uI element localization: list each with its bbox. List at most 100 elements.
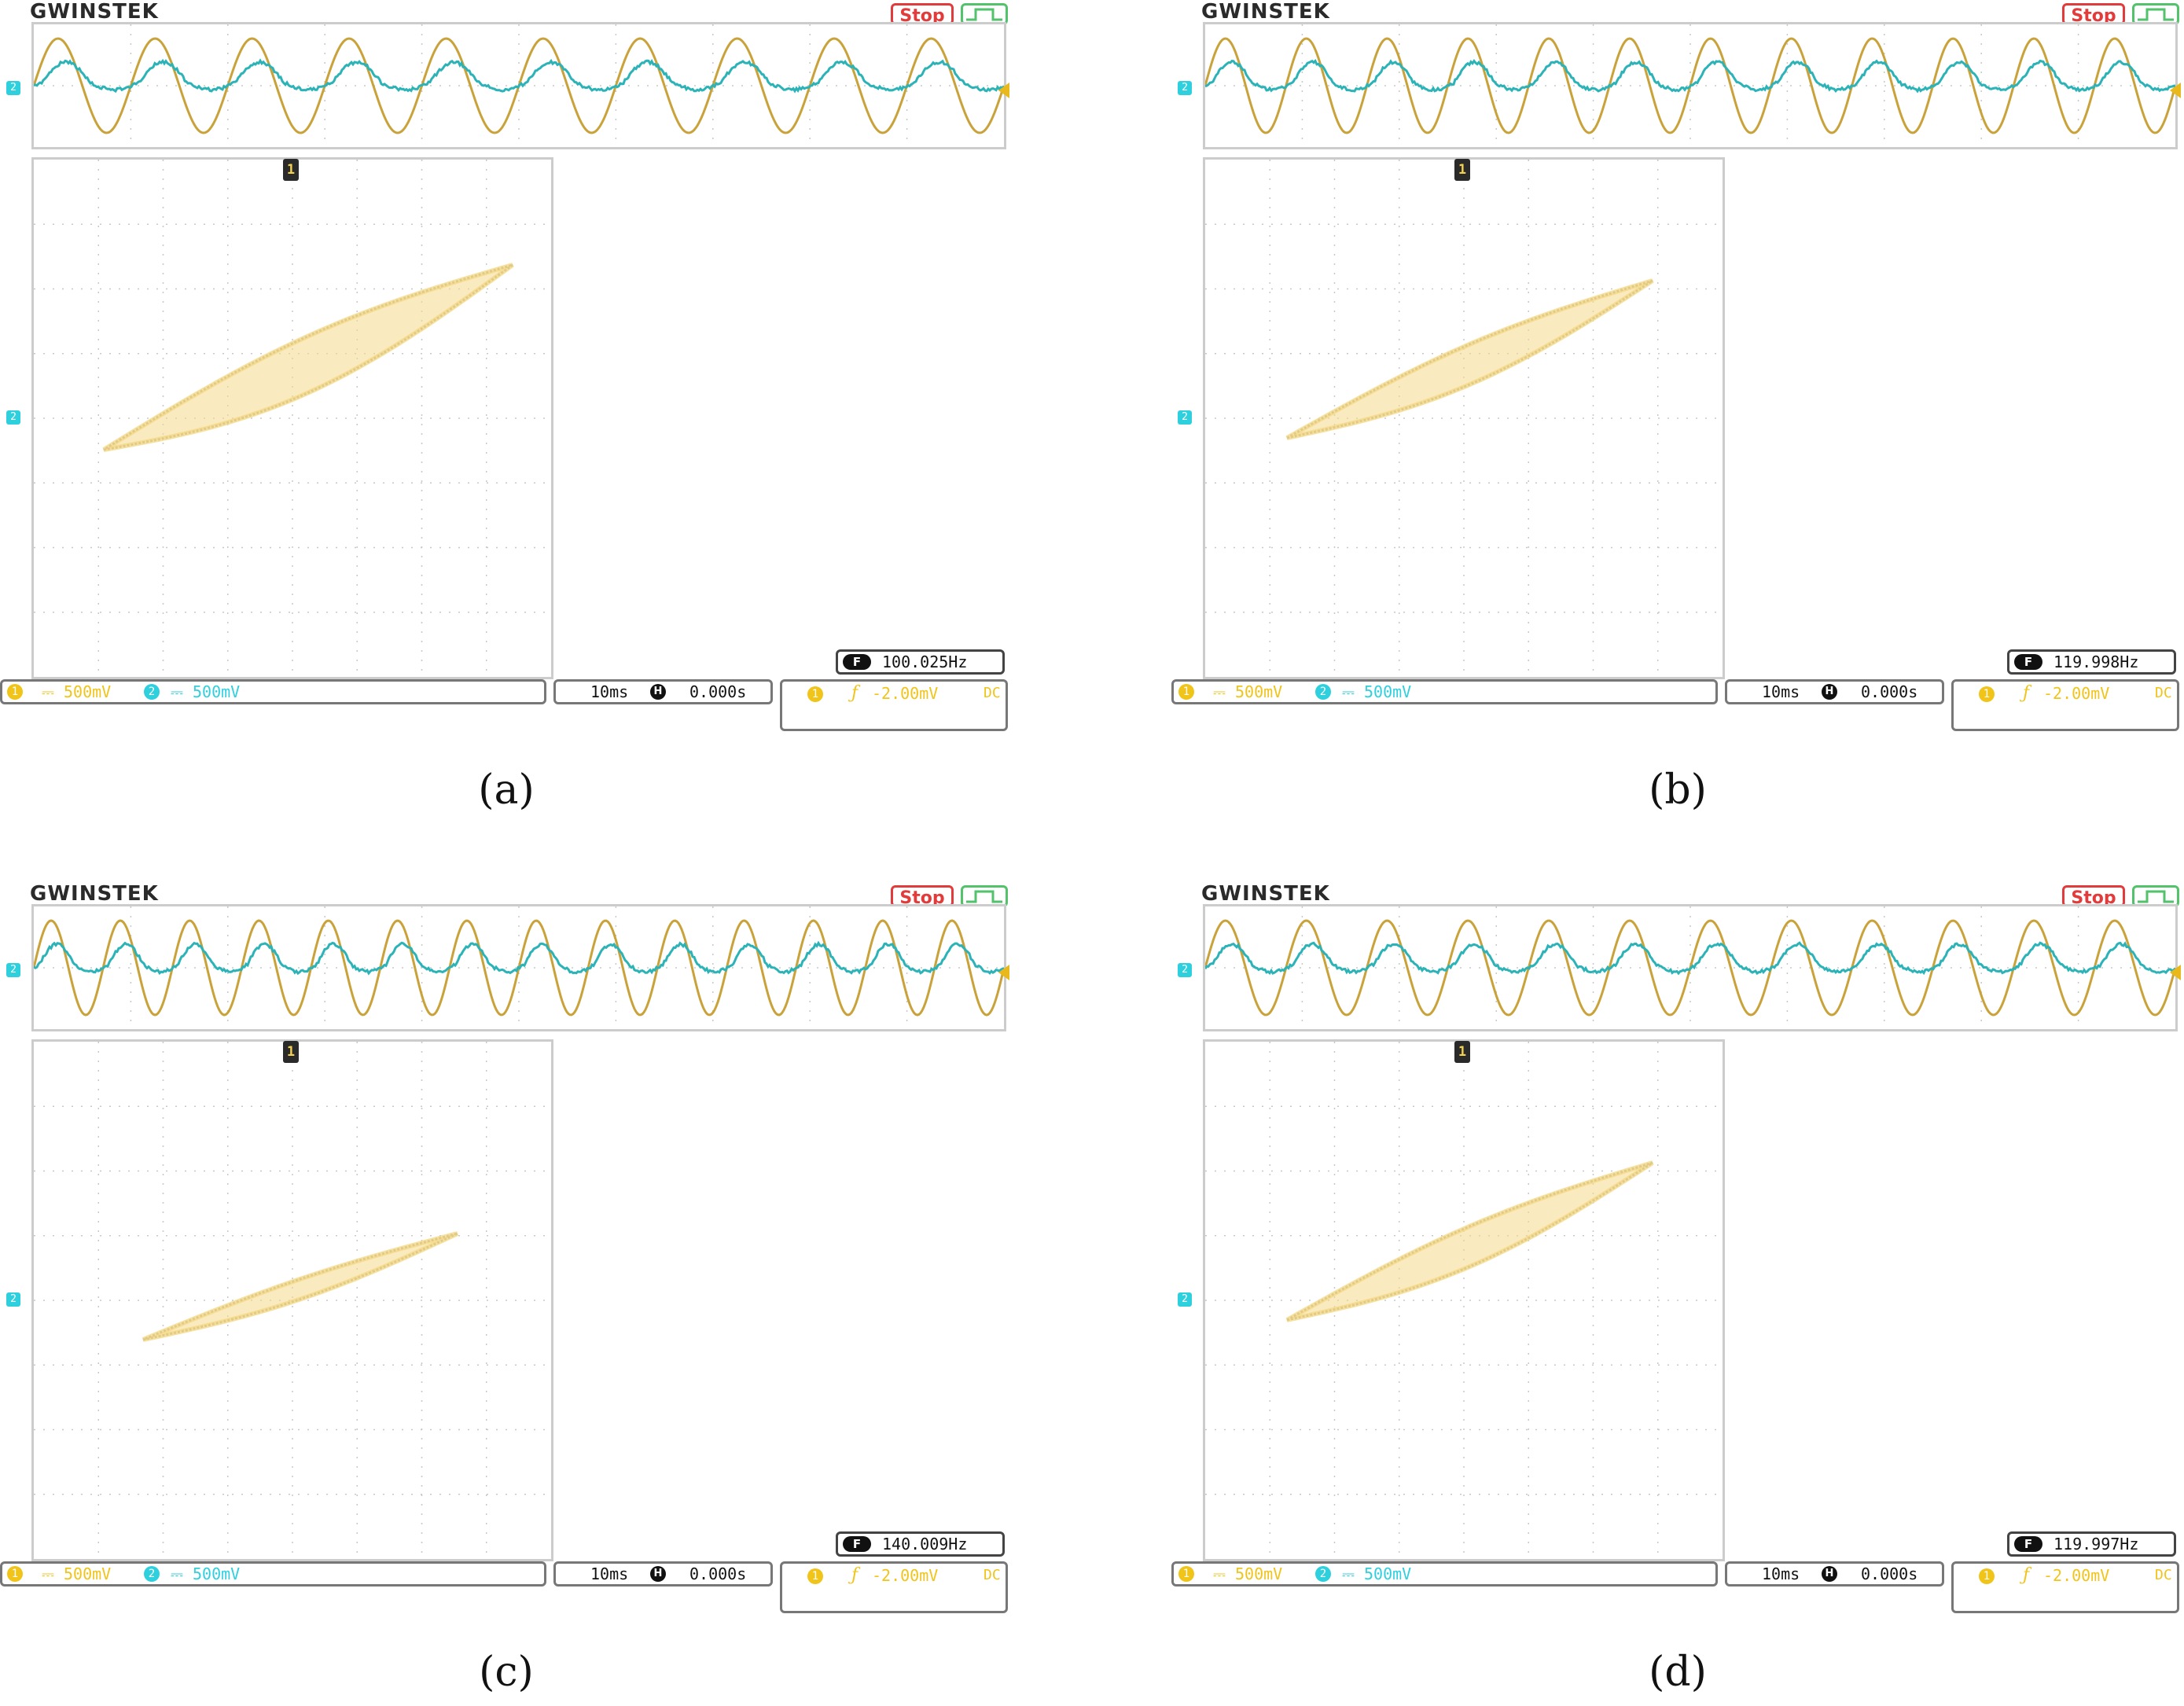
frequency-value: 119.997Hz xyxy=(2053,1534,2138,1554)
timebase-value: 10ms xyxy=(1762,1564,1800,1584)
horizontal-icon: H xyxy=(650,684,666,700)
timebase-value: 10ms xyxy=(1762,682,1800,702)
timebase-readout[interactable]: 10ms H 0.000s xyxy=(1725,679,1944,704)
brand-logo: GWINSTEK xyxy=(1201,0,1330,24)
timebase-readout[interactable]: 10ms H 0.000s xyxy=(553,1561,773,1587)
horizontal-icon: H xyxy=(1822,684,1837,700)
horizontal-position: 0.000s xyxy=(689,1564,746,1584)
frequency-readout: F 100.025Hz xyxy=(836,649,1005,675)
trigger-level-marker[interactable] xyxy=(998,965,1009,980)
ch1-icon: 1 xyxy=(7,1566,23,1582)
frequency-value: 100.025Hz xyxy=(882,652,967,672)
ch1-scale: ⎓ 500mV xyxy=(42,682,111,702)
timebase-readout[interactable]: 10ms H 0.000s xyxy=(1725,1561,1944,1587)
frequency-badge: F xyxy=(843,654,871,670)
xy-screen xyxy=(31,157,553,679)
ch2-icon: 2 xyxy=(1315,684,1331,700)
xy-lissajous-loop xyxy=(104,265,513,450)
xy-lissajous-loop xyxy=(143,1234,458,1340)
frequency-readout: F 119.997Hz xyxy=(2007,1531,2176,1557)
trigger-readout[interactable]: 1 ƒ -2.00mV DC xyxy=(1951,679,2179,731)
scope-panel-c: GWINSTEK Stop 2 1 2 F 140.009Hz 1 ⎓ 500mV 2… xyxy=(0,882,1014,1621)
xy-screen xyxy=(31,1039,553,1561)
horizontal-position: 0.000s xyxy=(1861,1564,1917,1584)
caption-d: (d) xyxy=(1599,1649,1756,1696)
ch2-ground-marker[interactable]: 2 xyxy=(1178,963,1192,977)
trigger-level: -2.00mV xyxy=(2043,683,2109,704)
brand-logo: GWINSTEK xyxy=(1201,882,1330,906)
trigger-level: -2.00mV xyxy=(872,683,938,704)
ch2-scale: ⎓ 500mV xyxy=(1342,1564,1411,1584)
trigger-readout[interactable]: 1 ƒ -2.00mV DC xyxy=(780,1561,1008,1613)
frequency-value: 140.009Hz xyxy=(882,1534,967,1554)
ch2-xy-marker[interactable]: 2 xyxy=(1178,1292,1192,1307)
ch1-icon: 1 xyxy=(1178,1566,1194,1582)
trigger-coupling: DC xyxy=(2155,1565,2172,1586)
horizontal-position: 0.000s xyxy=(689,682,746,702)
trigger-source-icon: 1 xyxy=(807,1568,823,1584)
xy-screen xyxy=(1203,157,1725,679)
ch2-ground-marker[interactable]: 2 xyxy=(6,81,20,95)
frequency-badge: F xyxy=(2014,1536,2042,1552)
ch1-ground-marker[interactable]: 1 xyxy=(1454,159,1470,181)
trigger-source-icon: 1 xyxy=(1979,686,1995,702)
trigger-level-marker[interactable] xyxy=(998,83,1009,98)
channel-scale-bar[interactable]: 1 ⎓ 500mV 2 ⎓ 500mV xyxy=(0,1561,546,1587)
ch1-scale: ⎓ 500mV xyxy=(1213,682,1282,702)
brand-logo: GWINSTEK xyxy=(30,882,159,906)
ch1-scale: ⎓ 500mV xyxy=(1213,1564,1282,1584)
trigger-coupling: DC xyxy=(984,683,1001,704)
caption-c: (c) xyxy=(428,1649,585,1696)
caption-a: (a) xyxy=(428,767,585,814)
time-domain-screen xyxy=(1203,904,2178,1031)
xy-lissajous-loop xyxy=(1287,281,1653,438)
ch1-icon: 1 xyxy=(7,684,23,700)
ch2-xy-marker[interactable]: 2 xyxy=(1178,410,1192,425)
ch2-ground-marker[interactable]: 2 xyxy=(1178,81,1192,95)
ch2-waveform xyxy=(1205,943,2175,973)
ch2-xy-marker[interactable]: 2 xyxy=(6,1292,20,1307)
trigger-slope-icon: ƒ xyxy=(2023,683,2029,704)
horizontal-icon: H xyxy=(650,1566,666,1582)
trigger-coupling: DC xyxy=(984,1565,1001,1586)
ch1-ground-marker[interactable]: 1 xyxy=(283,1041,299,1063)
trigger-slope-icon: ƒ xyxy=(851,1565,858,1586)
xy-screen xyxy=(1203,1039,1725,1561)
trigger-readout[interactable]: 1 ƒ -2.00mV DC xyxy=(780,679,1008,731)
trigger-level-marker[interactable] xyxy=(2170,965,2181,980)
frequency-value: 119.998Hz xyxy=(2053,652,2138,672)
ch2-icon: 2 xyxy=(144,1566,160,1582)
channel-scale-bar[interactable]: 1 ⎓ 500mV 2 ⎓ 500mV xyxy=(1171,679,1718,704)
ch2-scale: ⎓ 500mV xyxy=(171,1564,240,1584)
trigger-slope-icon: ƒ xyxy=(851,683,858,704)
ch1-ground-marker[interactable]: 1 xyxy=(283,159,299,181)
frequency-badge: F xyxy=(2014,654,2042,670)
scope-panel-a: GWINSTEK Stop 2 1 2 F 100.025Hz 1 ⎓ 500mV 2… xyxy=(0,0,1014,739)
timebase-value: 10ms xyxy=(590,1564,628,1584)
channel-scale-bar[interactable]: 1 ⎓ 500mV 2 ⎓ 500mV xyxy=(0,679,546,704)
ch1-scale: ⎓ 500mV xyxy=(42,1564,111,1584)
trigger-level-marker[interactable] xyxy=(2170,83,2181,98)
time-domain-screen xyxy=(31,22,1006,149)
trigger-level: -2.00mV xyxy=(2043,1565,2109,1586)
frequency-badge: F xyxy=(843,1536,871,1552)
scope-panel-b: GWINSTEK Stop 2 1 2 F 119.998Hz 1 ⎓ 500mV 2… xyxy=(1171,0,2184,739)
ch1-ground-marker[interactable]: 1 xyxy=(1454,1041,1470,1063)
ch2-ground-marker[interactable]: 2 xyxy=(6,963,20,977)
trigger-level: -2.00mV xyxy=(872,1565,938,1586)
trigger-coupling: DC xyxy=(2155,683,2172,704)
ch2-icon: 2 xyxy=(144,684,160,700)
caption-b: (b) xyxy=(1599,767,1756,814)
frequency-readout: F 119.998Hz xyxy=(2007,649,2176,675)
horizontal-icon: H xyxy=(1822,1566,1837,1582)
channel-scale-bar[interactable]: 1 ⎓ 500mV 2 ⎓ 500mV xyxy=(1171,1561,1718,1587)
ch1-icon: 1 xyxy=(1178,684,1194,700)
ch2-waveform xyxy=(1205,61,2175,91)
ch2-icon: 2 xyxy=(1315,1566,1331,1582)
timebase-readout[interactable]: 10ms H 0.000s xyxy=(553,679,773,704)
trigger-source-icon: 1 xyxy=(1979,1568,1995,1584)
trigger-readout[interactable]: 1 ƒ -2.00mV DC xyxy=(1951,1561,2179,1613)
ch2-xy-marker[interactable]: 2 xyxy=(6,410,20,425)
timebase-value: 10ms xyxy=(590,682,628,702)
ch2-waveform xyxy=(34,943,1004,973)
